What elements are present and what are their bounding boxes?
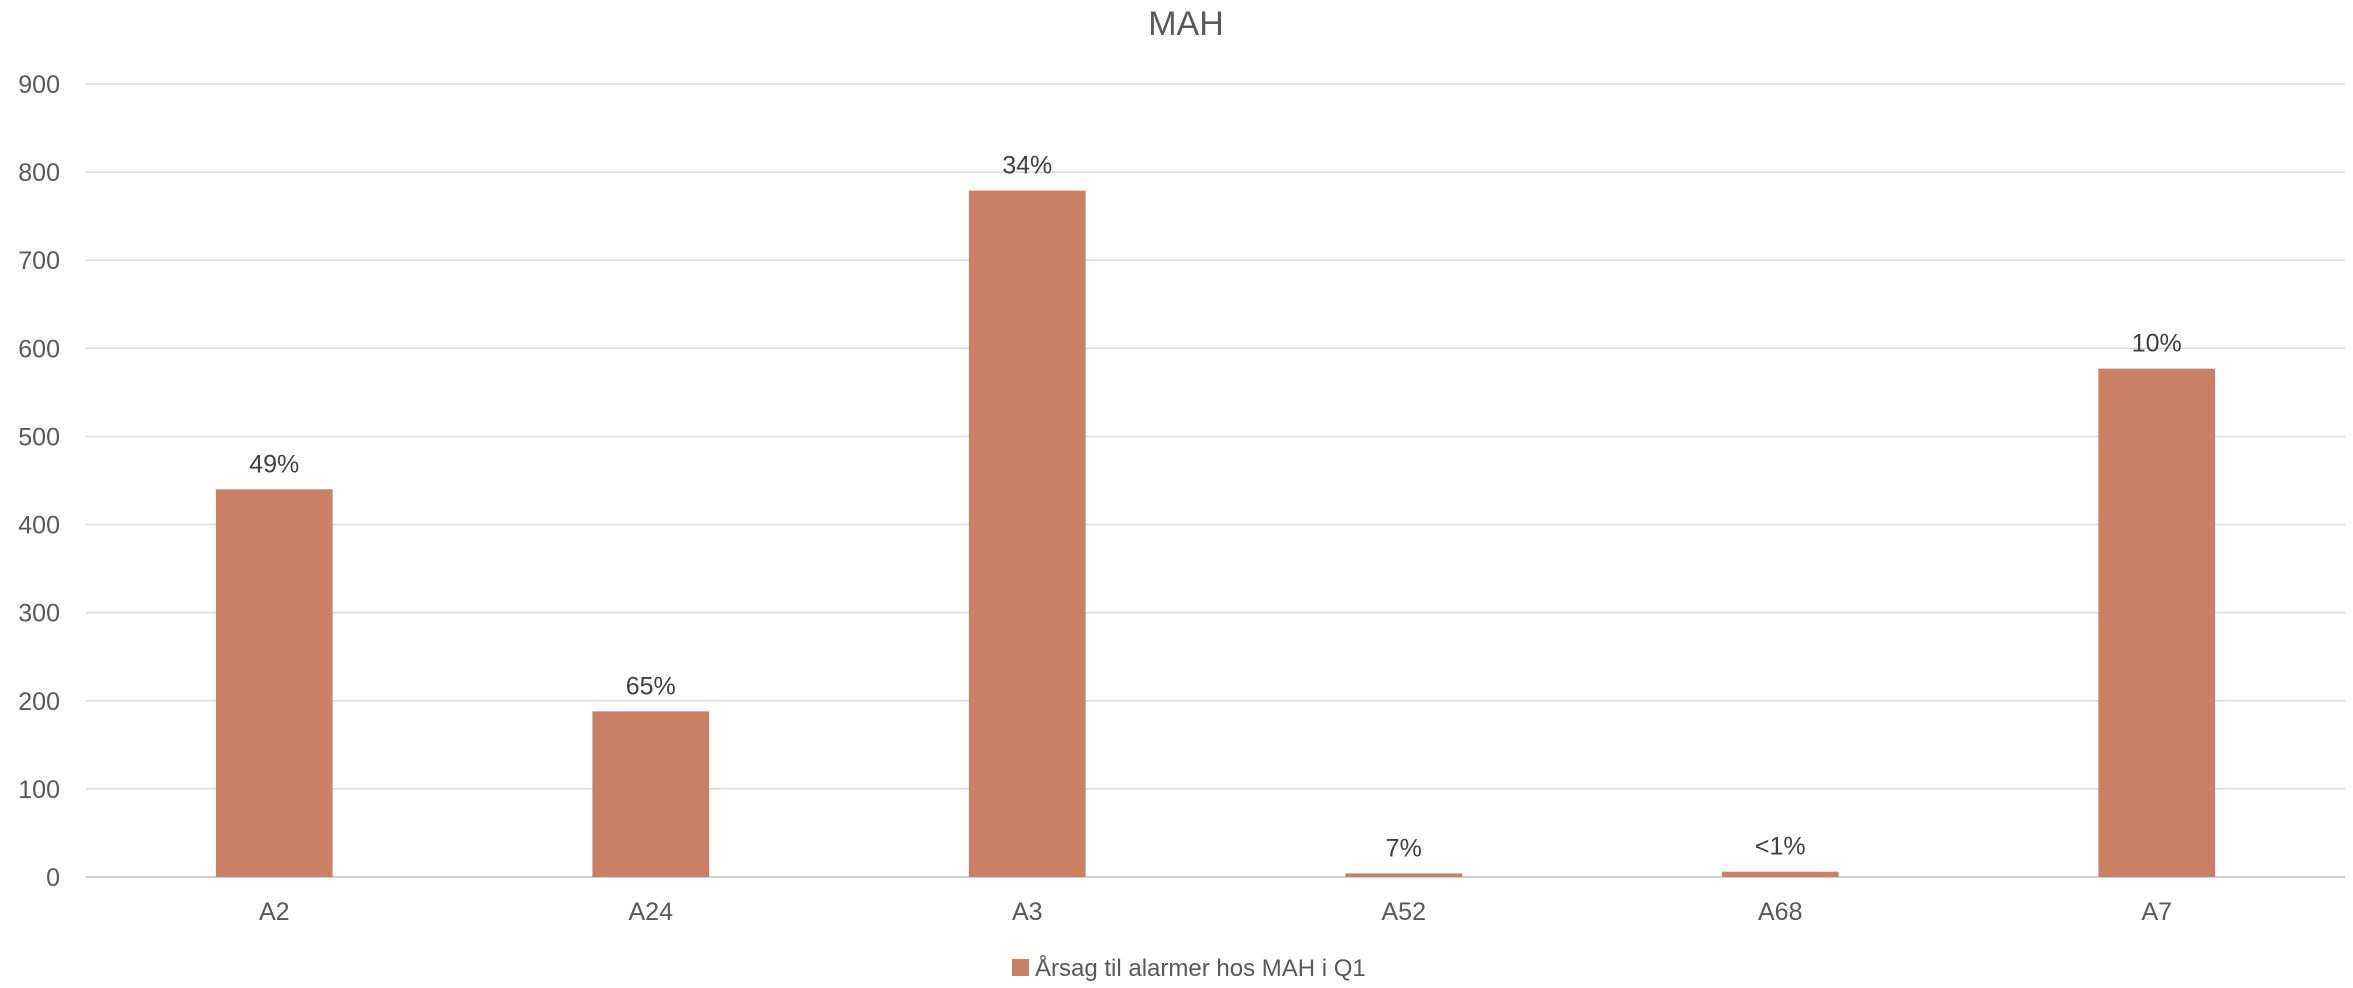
y-tick-label: 700 (18, 247, 60, 275)
legend: Årsag til alarmer hos MAH i Q1 (1012, 954, 1366, 982)
bar (1345, 873, 1463, 877)
gridlines (86, 83, 2345, 878)
x-tick-label: A3 (1012, 898, 1043, 926)
x-tick-label: A24 (629, 898, 674, 926)
bar (592, 711, 710, 877)
data-label: 34% (1002, 152, 1052, 180)
data-label: 10% (2132, 330, 2182, 358)
y-tick-label: 600 (18, 335, 60, 363)
y-tick-label: 800 (18, 159, 60, 187)
data-label: 65% (626, 672, 676, 700)
y-tick-label: 200 (18, 688, 60, 716)
y-axis-ticks: 0 100 200 300 400 500 600 700 800 900 (18, 71, 60, 892)
y-tick-label: 400 (18, 512, 60, 540)
x-tick-label: A52 (1382, 898, 1426, 926)
y-tick-label: 100 (18, 776, 60, 804)
y-tick-label: 300 (18, 600, 60, 628)
y-tick-label: 900 (18, 71, 60, 99)
y-tick-label: 0 (46, 864, 60, 892)
legend-swatch (1012, 959, 1029, 976)
x-axis-ticks: A2 A24 A3 A52 A68 A7 (259, 898, 2172, 926)
bar (1721, 871, 1839, 877)
y-tick-label: 500 (18, 423, 60, 451)
data-label: 49% (249, 450, 299, 478)
data-labels: 49% 65% 34% 7% <1% 10% (249, 152, 2182, 863)
bar (215, 489, 333, 877)
bar (2098, 368, 2216, 877)
x-tick-label: A68 (1758, 898, 1802, 926)
data-label: 7% (1386, 834, 1422, 862)
bars (215, 190, 2216, 877)
bar (968, 190, 1086, 877)
x-tick-label: A7 (2141, 898, 2172, 926)
legend-label: Årsag til alarmer hos MAH i Q1 (1035, 954, 1366, 982)
data-label: <1% (1755, 833, 1806, 861)
chart-title: MAH (1148, 5, 1224, 43)
x-tick-label: A2 (259, 898, 290, 926)
